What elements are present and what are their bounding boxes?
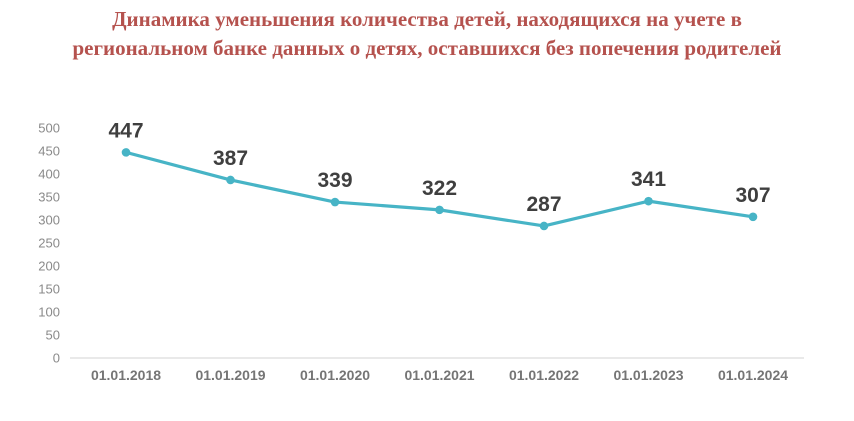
x-tick-label: 01.01.2019 (195, 367, 265, 383)
x-tick-label: 01.01.2022 (509, 367, 579, 383)
chart-title: Динамика уменьшения количества детей, на… (0, 5, 854, 63)
y-tick-label: 400 (38, 167, 60, 182)
data-point-marker (121, 148, 131, 157)
data-point-marker (539, 221, 549, 231)
y-tick-label: 250 (38, 236, 60, 251)
x-tick-label: 01.01.2024 (718, 367, 788, 383)
chart-title-line2: региональном банке данных о детях, остав… (72, 36, 782, 60)
data-point-label: 447 (108, 119, 143, 142)
data-point-marker (644, 196, 653, 206)
x-tick-label: 01.01.2021 (404, 367, 474, 383)
data-point-label: 341 (631, 168, 666, 191)
y-tick-label: 200 (38, 259, 60, 274)
data-point-label: 287 (526, 193, 561, 216)
data-point-label: 322 (422, 177, 457, 200)
y-tick-label: 100 (38, 305, 60, 320)
data-point-marker (435, 205, 444, 215)
y-tick-label: 50 (46, 328, 60, 343)
x-tick-label: 01.01.2020 (300, 367, 370, 383)
x-tick-label: 01.01.2018 (91, 367, 161, 383)
x-tick-label: 01.01.2023 (613, 367, 683, 383)
y-tick-label: 150 (38, 282, 60, 297)
y-tick-label: 500 (38, 121, 60, 136)
data-point-marker (748, 212, 758, 222)
y-tick-label: 450 (38, 144, 60, 159)
data-point-label: 387 (213, 147, 248, 170)
y-tick-label: 300 (38, 213, 60, 228)
y-tick-label: 350 (38, 190, 60, 205)
data-point-label: 339 (317, 169, 352, 192)
y-tick-label: 0 (53, 351, 60, 366)
data-point-marker (226, 175, 235, 185)
data-point-marker (330, 197, 340, 207)
data-point-label: 307 (735, 184, 770, 207)
chart-title-line1: Динамика уменьшения количества детей, на… (112, 7, 742, 31)
